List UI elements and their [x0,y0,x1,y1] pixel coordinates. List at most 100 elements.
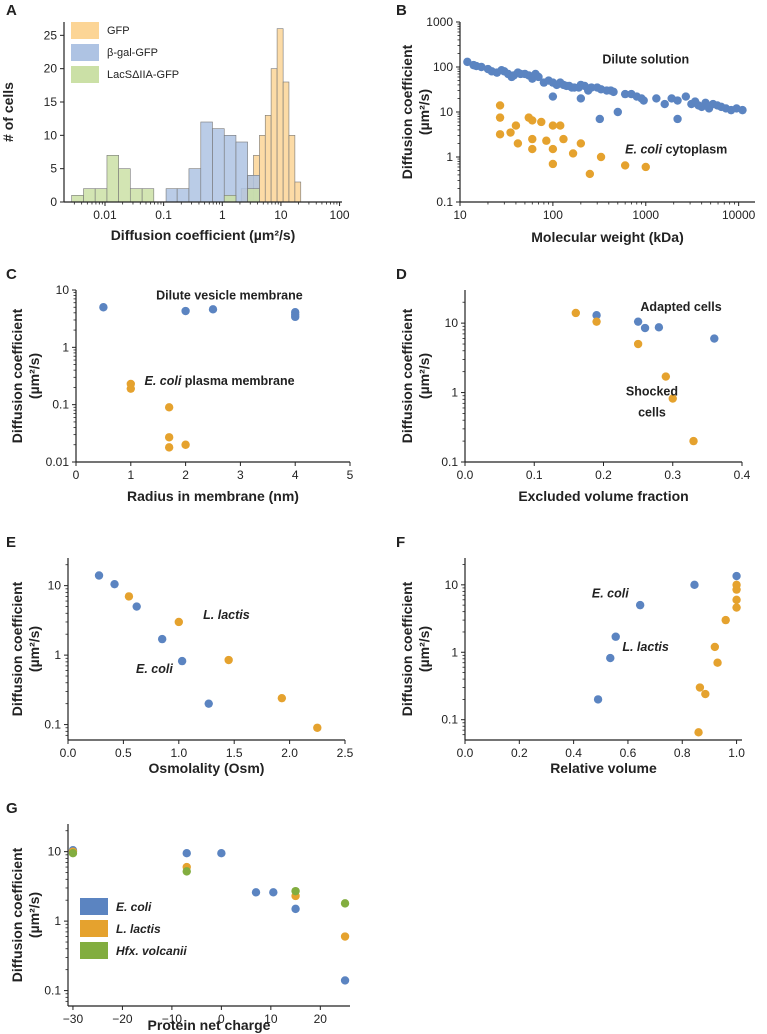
y-tick-label: 1 [446,150,453,164]
x-axis-label: Molecular weight (kDa) [531,229,683,245]
data-point [681,92,691,101]
legend-swatch [80,898,108,915]
data-point [528,144,537,154]
x-tick-label: −30 [63,1012,84,1026]
x-tick-label: 0.0 [457,468,474,482]
y-tick-label: 1 [54,914,61,928]
data-point [99,303,108,312]
data-point [639,96,648,105]
data-point [174,617,183,627]
data-point [668,394,677,403]
data-point [613,107,623,117]
data-point [269,888,278,897]
legend-label: L. lactis [116,922,161,936]
histogram-bar [223,195,237,203]
legend-label: Hfx. volcanii [116,944,187,958]
data-point [585,169,595,179]
x-tick-label: 10000 [722,208,756,222]
y-axis-label: Diffusion coefficient(µm²/s) [9,581,42,716]
data-point [542,136,551,145]
y-tick-label: 0.1 [44,718,61,732]
legend-label: GFP [107,25,130,37]
annotation: Dilute vesicle membrane [156,289,303,303]
legend-swatch [71,44,99,61]
data-point [181,306,190,316]
x-tick-label: 0.0 [60,746,77,760]
y-axis-label: Diffusion coefficient(µm²/s) [399,581,432,716]
x-axis-label: Radius in membrane (nm) [127,488,299,504]
y-tick-label: 20 [44,62,58,76]
data-point [732,571,741,581]
data-point [635,600,645,610]
y-axis-label: Diffusion coefficient(µm²/s) [9,847,42,982]
annotation: E. coli [592,586,629,600]
x-tick-label: 0 [73,468,80,482]
legend-swatch [80,942,108,959]
annotation: L. lactis [622,640,669,654]
data-point [654,323,664,332]
y-axis-label: Diffusion coefficient(µm²/s) [399,44,432,179]
data-point [182,848,191,858]
panel-letter: D [396,266,407,283]
x-tick-label: 0.6 [620,746,637,760]
data-point [701,689,710,699]
y-axis-label: # of cells [0,82,16,142]
data-point [157,634,167,644]
data-point [587,83,596,92]
histogram-bar [212,128,225,203]
panel-f: F E. coli L. lactis 0.0 0.2 0.4 0.6 0.8 1.0 0.1 1 1… [396,534,745,776]
histogram-bar [176,188,190,203]
data-point [132,602,141,611]
data-point [690,580,699,590]
histogram-bar [83,188,96,203]
data-point [277,693,287,703]
x-axis-label: Protein net charge [148,1017,271,1033]
histogram-bar [94,188,108,203]
panel-c: C Dilute vesicle membrane E. coli plasma m… [6,266,354,504]
histogram-bar [270,68,278,203]
panel-g: G E. coli L. lactis Hfx. volcanii −30 −20 −10 0… [6,800,350,1033]
histogram-bar [118,168,131,203]
y-tick-label: 10 [445,578,459,592]
data-point [313,723,322,732]
annotation: E. coli plasma membrane [145,374,295,388]
data-point [164,443,174,452]
data-point [694,728,703,737]
data-point [548,144,558,154]
data-point [673,96,682,105]
histogram-bar [71,195,84,203]
data-point [208,305,218,314]
data-point [673,114,682,124]
data-point [528,134,537,144]
y-tick-label: 15 [44,95,58,109]
data-point [732,580,741,590]
data-point [620,161,630,170]
x-tick-label: 0.0 [457,746,474,760]
histogram-bar [129,188,143,203]
x-tick-label: 0.3 [664,468,681,482]
data-point [506,128,515,137]
data-point [713,658,722,667]
histogram-bar [288,135,296,203]
data-point [537,117,546,127]
data-point [556,121,565,130]
annotation: Shocked [626,385,678,399]
data-point [732,603,741,612]
data-point [592,311,601,320]
annotation: cells [638,406,666,420]
data-point [559,134,568,144]
data-point [593,695,603,704]
x-tick-label: 1 [127,468,134,482]
x-tick-label: 1.0 [170,746,187,760]
y-axis-label: Diffusion coefficient(µm²/s) [399,308,432,443]
x-tick-label: 0.8 [674,746,691,760]
histogram-bar [165,188,178,203]
legend-swatch [71,22,99,39]
data-point [495,130,505,139]
data-point [126,384,135,393]
data-point [596,152,606,162]
data-point [576,94,586,103]
data-point [340,932,350,941]
y-tick-label: 10 [48,579,62,593]
